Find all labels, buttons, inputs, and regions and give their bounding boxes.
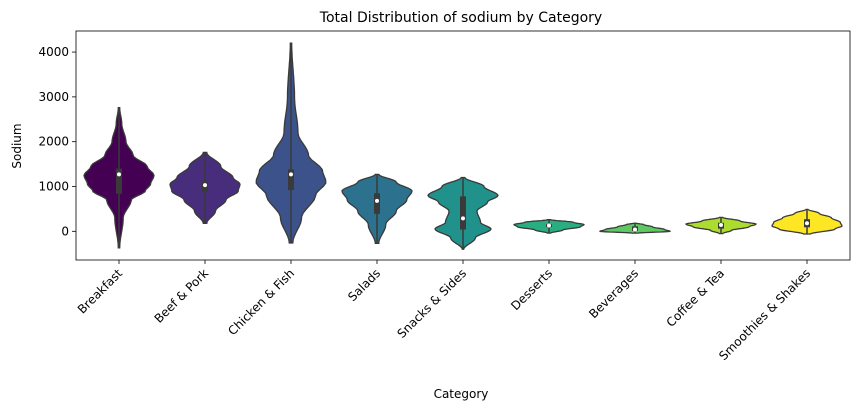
violin-iqr-box (374, 193, 380, 214)
violin-median-dot (461, 216, 465, 221)
violin-salads (341, 173, 413, 245)
violin-median-dot (203, 183, 207, 188)
violin-median-dot (719, 223, 723, 228)
chart-title: Total Distribution of sodium by Category (319, 10, 602, 26)
y-tick-label: 0 (61, 224, 69, 238)
x-tick-label: Chicken & Fish (225, 266, 297, 338)
x-tick-label: Salads (345, 266, 383, 304)
y-axis-label: Sodium (10, 123, 24, 168)
plot-area (75, 30, 851, 261)
violin-median-dot (289, 172, 293, 177)
violin-median-dot (805, 221, 809, 226)
x-axis: Breakfast Beef & Pork Chicken & Fish Salads… (75, 260, 813, 363)
violin-snacks-sides (427, 176, 499, 250)
x-tick-label: Smoothies & Shakes (716, 266, 813, 363)
violin-smoothies-shakes (771, 208, 843, 235)
y-tick-label: 1000 (38, 180, 69, 194)
violin-median-dot (117, 172, 121, 177)
violin-beef-pork (169, 151, 241, 224)
violin-median-dot (633, 227, 637, 232)
violin-beverages (599, 222, 671, 234)
violin-desserts (513, 219, 585, 234)
y-tick-label: 4000 (38, 45, 69, 59)
violin-median-dot (547, 223, 551, 228)
violin-iqr-box (116, 168, 122, 194)
violin-breakfast (83, 106, 155, 249)
y-tick-label: 3000 (38, 90, 69, 104)
violin-median-dot (375, 198, 379, 203)
x-axis-label: Category (434, 387, 489, 401)
x-tick-label: Coffee & Tea (664, 266, 727, 329)
y-tick-label: 2000 (38, 135, 69, 149)
x-tick-label: Desserts (508, 266, 555, 313)
x-tick-label: Breakfast (75, 266, 126, 317)
violin-iqr-box (288, 169, 294, 191)
x-tick-label: Snacks & Sides (394, 266, 469, 341)
violin-iqr-box (460, 196, 466, 230)
violin-coffee-tea (685, 216, 757, 235)
violin-chicken-fish (255, 42, 327, 244)
x-tick-label: Beverages (586, 266, 641, 321)
x-tick-label: Beef & Pork (152, 266, 212, 326)
y-axis: 0 1000 2000 3000 4000 (38, 45, 76, 238)
